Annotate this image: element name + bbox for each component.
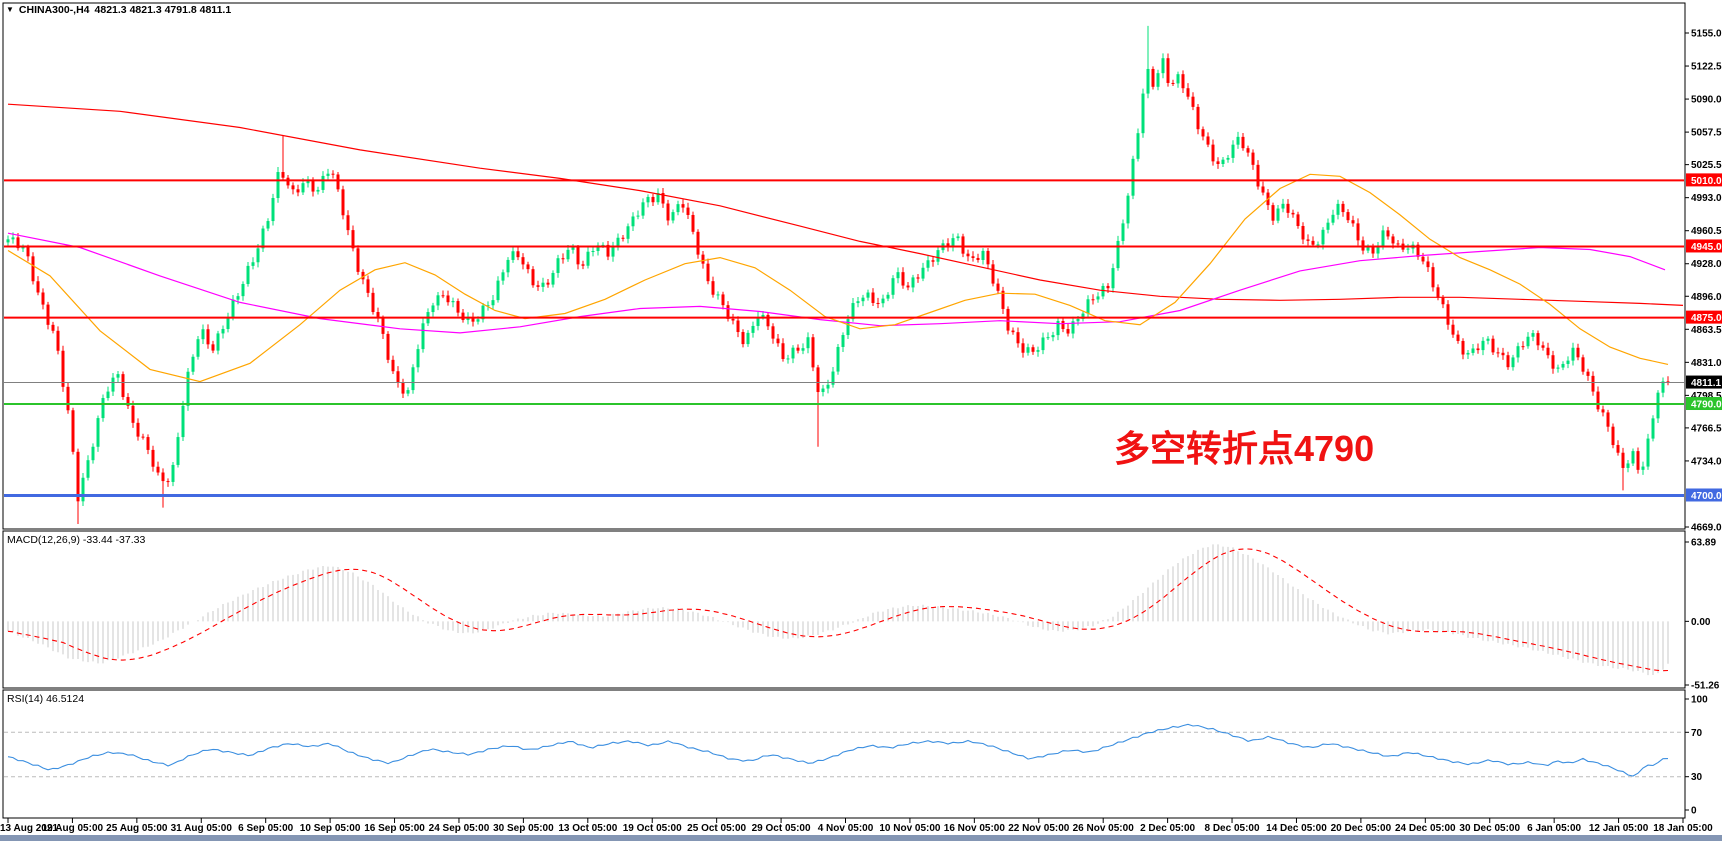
- main-panel-frame: [2, 2, 1686, 530]
- svg-text:18 Jan 05:00: 18 Jan 05:00: [1653, 823, 1713, 834]
- svg-text:22 Nov 05:00: 22 Nov 05:00: [1008, 823, 1070, 834]
- svg-text:4766.5: 4766.5: [1691, 423, 1722, 434]
- svg-text:30 Sep 05:00: 30 Sep 05:00: [493, 823, 554, 834]
- svg-text:5057.5: 5057.5: [1691, 128, 1722, 139]
- svg-text:0: 0: [1691, 806, 1697, 817]
- svg-text:10 Nov 05:00: 10 Nov 05:00: [879, 823, 941, 834]
- svg-text:5155.0: 5155.0: [1691, 29, 1722, 40]
- price-badge-5010.0: 5010.0: [1686, 173, 1722, 187]
- svg-text:12 Jan 05:00: 12 Jan 05:00: [1589, 823, 1649, 834]
- svg-text:5090.0: 5090.0: [1691, 95, 1722, 106]
- svg-text:4700.0: 4700.0: [1691, 491, 1722, 502]
- macd-panel-frame: [2, 530, 1686, 689]
- svg-text:19 Aug 05:00: 19 Aug 05:00: [42, 823, 104, 834]
- svg-text:4960.5: 4960.5: [1691, 226, 1722, 237]
- svg-text:4 Nov 05:00: 4 Nov 05:00: [818, 823, 874, 834]
- svg-text:31 Aug 05:00: 31 Aug 05:00: [171, 823, 233, 834]
- svg-text:20 Dec 05:00: 20 Dec 05:00: [1331, 823, 1392, 834]
- collapse-triangle-icon[interactable]: ▼: [6, 5, 14, 14]
- macd-histogram-layer: [7, 544, 1669, 676]
- macd-indicator-label: MACD(12,26,9) -33.44 -37.33: [7, 534, 146, 546]
- svg-text:13 Oct 05:00: 13 Oct 05:00: [558, 823, 617, 834]
- svg-text:16 Sep 05:00: 16 Sep 05:00: [364, 823, 425, 834]
- svg-text:4896.0: 4896.0: [1691, 292, 1722, 303]
- price-badge-4945.0: 4945.0: [1686, 239, 1722, 253]
- medium-ma-line[interactable]: [7, 232, 1666, 334]
- price-badge-4811.1: 4811.1: [1686, 375, 1722, 389]
- svg-text:24 Sep 05:00: 24 Sep 05:00: [429, 823, 490, 834]
- svg-text:5122.5: 5122.5: [1691, 62, 1722, 73]
- rsi-indicator-label: RSI(14) 46.5124: [7, 693, 85, 705]
- rsi-line: [7, 723, 1669, 777]
- price-badge-4700.0: 4700.0: [1686, 488, 1722, 502]
- svg-text:29 Oct 05:00: 29 Oct 05:00: [752, 823, 811, 834]
- macd-signal-line: [7, 548, 1669, 672]
- svg-text:6 Jan 05:00: 6 Jan 05:00: [1527, 823, 1581, 834]
- price-badge-4790.0: 4790.0: [1686, 397, 1722, 411]
- symbol-timeframe-label: CHINA300-,H4: [18, 4, 90, 16]
- chart-title-bar: ▼ CHINA300-,H4 4821.3 4821.3 4791.8 4811…: [6, 4, 231, 16]
- bottom-window-strip: [0, 835, 1722, 841]
- svg-text:16 Nov 05:00: 16 Nov 05:00: [944, 823, 1006, 834]
- svg-text:19 Oct 05:00: 19 Oct 05:00: [623, 823, 682, 834]
- svg-text:100: 100: [1691, 695, 1708, 706]
- svg-text:63.89: 63.89: [1691, 538, 1716, 549]
- svg-text:-51.26: -51.26: [1691, 681, 1720, 692]
- svg-text:25 Oct 05:00: 25 Oct 05:00: [687, 823, 746, 834]
- svg-text:70: 70: [1691, 728, 1703, 739]
- svg-text:4993.0: 4993.0: [1691, 193, 1722, 204]
- svg-text:6 Sep 05:00: 6 Sep 05:00: [238, 823, 293, 834]
- svg-text:0.00: 0.00: [1691, 617, 1711, 628]
- svg-text:13 Aug 2021: 13 Aug 2021: [0, 823, 58, 834]
- svg-text:4945.0: 4945.0: [1691, 242, 1722, 253]
- pivot-annotation-text[interactable]: 多空转折点4790: [1114, 428, 1375, 469]
- svg-text:4811.1: 4811.1: [1691, 378, 1721, 389]
- svg-text:24 Dec 05:00: 24 Dec 05:00: [1395, 823, 1456, 834]
- svg-text:4928.0: 4928.0: [1691, 259, 1722, 270]
- svg-text:5010.0: 5010.0: [1691, 176, 1722, 187]
- svg-text:30: 30: [1691, 772, 1703, 783]
- svg-text:10 Sep 05:00: 10 Sep 05:00: [300, 823, 361, 834]
- svg-text:4734.0: 4734.0: [1691, 456, 1722, 467]
- svg-text:4669.0: 4669.0: [1691, 523, 1722, 534]
- svg-text:5025.5: 5025.5: [1691, 160, 1722, 171]
- rsi-panel-frame: [2, 689, 1686, 819]
- slow-ma-line[interactable]: [7, 103, 1684, 306]
- svg-text:25 Aug 05:00: 25 Aug 05:00: [106, 823, 168, 834]
- svg-text:4790.0: 4790.0: [1691, 400, 1722, 411]
- svg-text:4798.5: 4798.5: [1691, 391, 1722, 402]
- title-ohlc-values: 4821.3 4821.3 4791.8 4811.1: [94, 4, 232, 16]
- svg-text:4875.0: 4875.0: [1691, 313, 1722, 324]
- svg-text:4863.5: 4863.5: [1691, 325, 1722, 336]
- svg-text:4831.0: 4831.0: [1691, 358, 1722, 369]
- svg-text:8 Dec 05:00: 8 Dec 05:00: [1205, 823, 1260, 834]
- svg-text:14 Dec 05:00: 14 Dec 05:00: [1266, 823, 1327, 834]
- svg-text:30 Dec 05:00: 30 Dec 05:00: [1459, 823, 1520, 834]
- price-badge-4875.0: 4875.0: [1686, 310, 1722, 324]
- svg-text:26 Nov 05:00: 26 Nov 05:00: [1073, 823, 1135, 834]
- svg-text:2 Dec 05:00: 2 Dec 05:00: [1140, 823, 1195, 834]
